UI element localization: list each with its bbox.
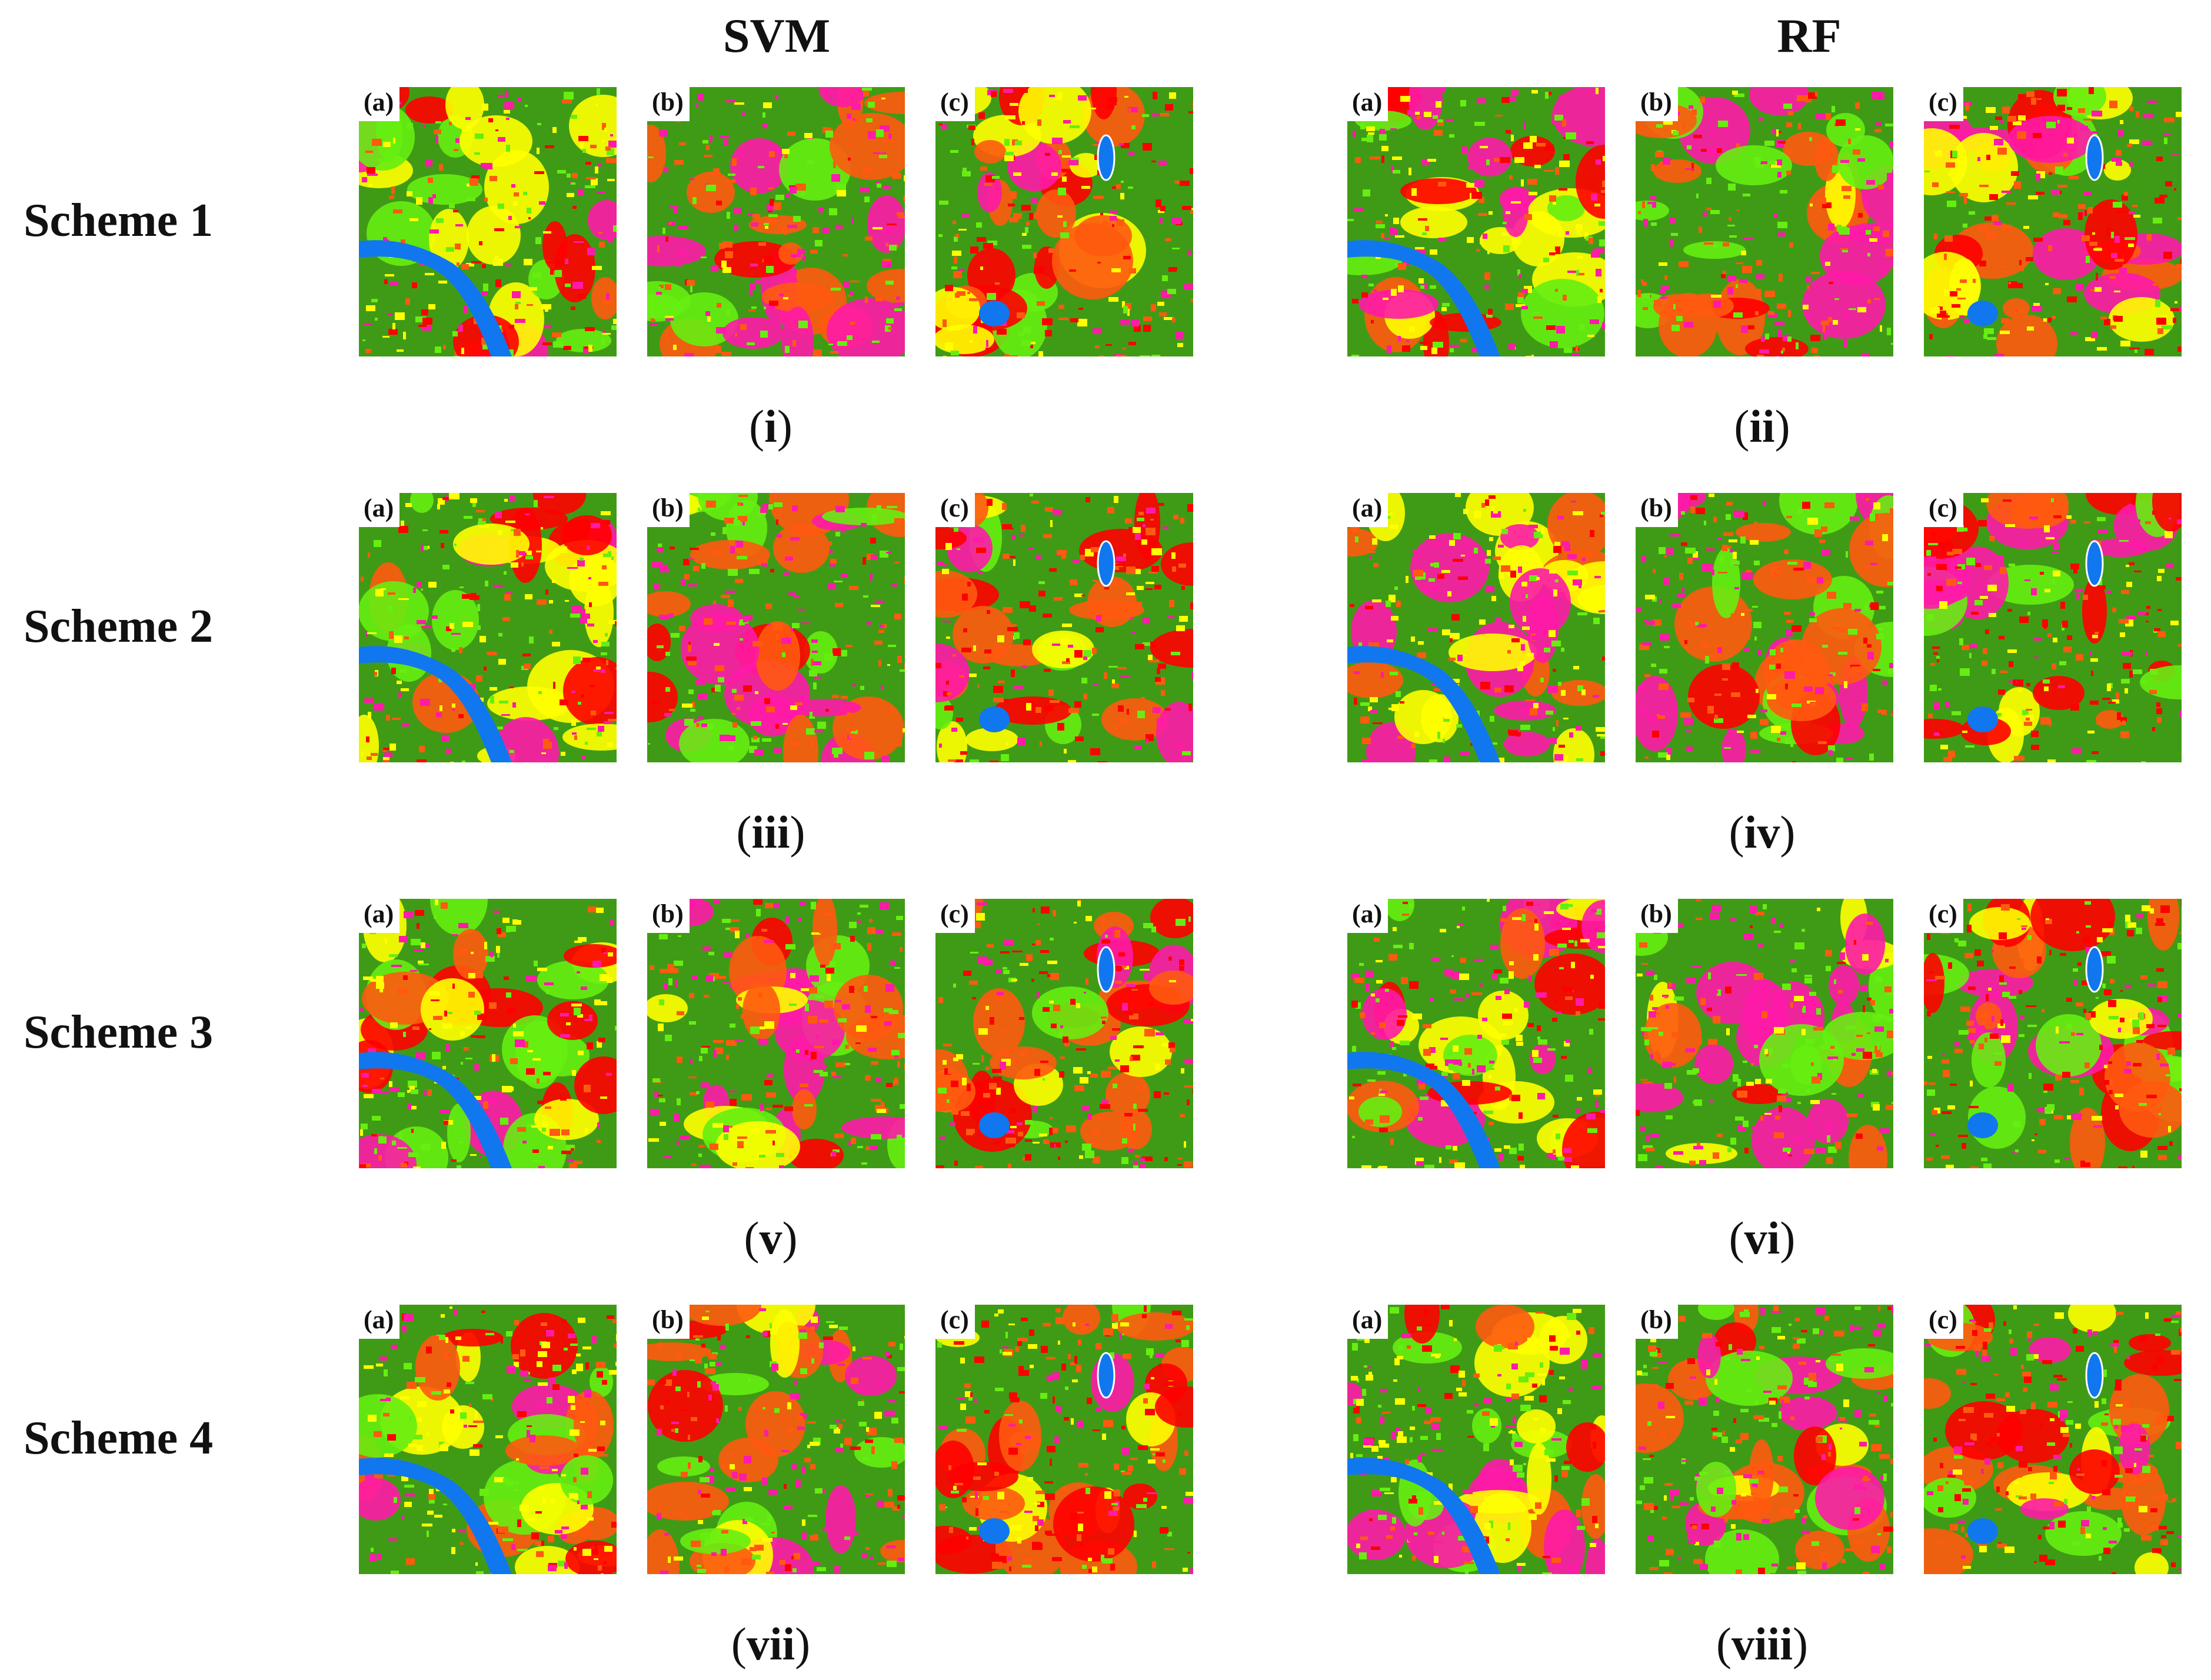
classification-map: (a)	[359, 87, 617, 356]
classification-map: (a)	[359, 899, 617, 1168]
caption-vi: (vi)	[1729, 1212, 1796, 1264]
panel-tag: (b)	[1636, 1305, 1678, 1339]
panel-tag: (c)	[935, 493, 975, 527]
classification-map: (b)	[647, 87, 905, 356]
panel-tag: (b)	[647, 899, 690, 933]
land-cover-texture	[1347, 1305, 1605, 1574]
panel-tag: (b)	[647, 87, 690, 121]
caption-ii: (ii)	[1734, 401, 1790, 452]
land-cover-texture	[1636, 899, 1893, 1168]
panel-tag: (b)	[1636, 899, 1678, 933]
classification-map: (c)	[935, 493, 1193, 762]
land-cover-texture	[1347, 899, 1605, 1168]
panel-tag: (a)	[359, 87, 400, 121]
classification-map: (a)	[1347, 1305, 1605, 1574]
land-cover-texture	[1347, 87, 1605, 356]
classification-map: (b)	[1636, 1305, 1893, 1574]
land-cover-texture	[935, 899, 1193, 1168]
land-cover-texture	[647, 87, 905, 356]
land-cover-texture	[1636, 1305, 1893, 1574]
scheme-label-2: Scheme 2	[24, 601, 214, 652]
scheme-label-4: Scheme 4	[24, 1412, 214, 1464]
rf-column-title: RF	[1777, 9, 1842, 62]
land-cover-texture	[1924, 493, 2182, 762]
land-cover-texture	[1636, 493, 1893, 762]
land-cover-texture	[1924, 899, 2182, 1168]
panel-tag: (a)	[1347, 493, 1388, 527]
scheme-label-1: Scheme 1	[24, 195, 214, 246]
caption-iv: (iv)	[1729, 806, 1796, 858]
land-cover-texture	[359, 87, 617, 356]
land-cover-texture	[1347, 493, 1605, 762]
land-cover-texture	[1924, 87, 2182, 356]
panel-tag: (a)	[359, 493, 400, 527]
panel-tag: (c)	[935, 87, 975, 121]
caption-iii: (iii)	[736, 806, 805, 858]
land-cover-texture	[359, 899, 617, 1168]
panel-tag: (a)	[359, 899, 400, 933]
classification-map: (c)	[935, 87, 1193, 356]
classification-map: (b)	[1636, 899, 1893, 1168]
panel-tag: (c)	[1924, 493, 1963, 527]
caption-i: (i)	[749, 401, 793, 452]
panel-tag: (a)	[1347, 87, 1388, 121]
panel-tag: (b)	[647, 493, 690, 527]
panel-tag: (a)	[1347, 1305, 1388, 1339]
panel-tag: (a)	[359, 1305, 400, 1339]
land-cover-texture	[1924, 1305, 2182, 1574]
land-cover-texture	[935, 87, 1193, 356]
panel-tag: (c)	[935, 899, 975, 933]
classification-map: (b)	[647, 1305, 905, 1574]
panel-tag: (b)	[647, 1305, 690, 1339]
classification-map: (b)	[647, 493, 905, 762]
classification-map: (c)	[1924, 899, 2182, 1168]
land-cover-texture	[647, 1305, 905, 1574]
classification-map: (a)	[1347, 899, 1605, 1168]
caption-viii: (viii)	[1716, 1618, 1808, 1669]
panel-tag: (c)	[1924, 899, 1963, 933]
panel-tag: (c)	[1924, 87, 1963, 121]
land-cover-texture	[647, 899, 905, 1168]
classification-map: (a)	[1347, 493, 1605, 762]
classification-map: (c)	[1924, 1305, 2182, 1574]
classification-map: (c)	[1924, 493, 2182, 762]
classification-map: (b)	[1636, 87, 1893, 356]
classification-map: (b)	[647, 899, 905, 1168]
classification-map: (a)	[1347, 87, 1605, 356]
panel-tag: (b)	[1636, 87, 1678, 121]
caption-vii: (vii)	[731, 1618, 811, 1669]
classification-map: (a)	[359, 1305, 617, 1574]
land-cover-texture	[1636, 87, 1893, 356]
panel-tag: (b)	[1636, 493, 1678, 527]
classification-map: (b)	[1636, 493, 1893, 762]
panel-tag: (c)	[1924, 1305, 1963, 1339]
land-cover-texture	[935, 1305, 1193, 1574]
land-cover-texture	[935, 493, 1193, 762]
panel-tag: (a)	[1347, 899, 1388, 933]
classification-map: (c)	[935, 899, 1193, 1168]
classification-map: (a)	[359, 493, 617, 762]
panel-tag: (c)	[935, 1305, 975, 1339]
classification-map: (c)	[1924, 87, 2182, 356]
svm-column-title: SVM	[722, 9, 831, 62]
caption-v: (v)	[744, 1212, 798, 1264]
scheme-label-3: Scheme 3	[24, 1006, 214, 1058]
classification-map: (c)	[935, 1305, 1193, 1574]
land-cover-texture	[359, 493, 617, 762]
land-cover-texture	[359, 1306, 617, 1574]
land-cover-texture	[647, 493, 905, 762]
